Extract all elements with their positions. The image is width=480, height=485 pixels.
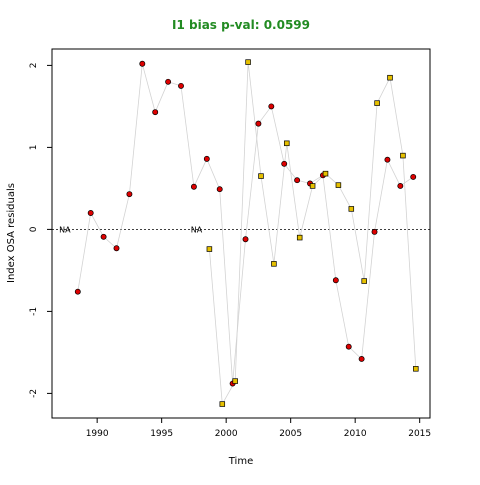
- x-tick-label: 2010: [344, 429, 367, 439]
- series-2-point: [348, 206, 355, 212]
- x-tick-label: 2000: [215, 429, 238, 439]
- series-2-point: [271, 261, 277, 267]
- y-tick-label: 0: [29, 226, 39, 232]
- series-2-point: [284, 140, 290, 147]
- y-axis-label: Index OSA residuals: [6, 183, 17, 283]
- x-tick-label: 1990: [86, 429, 109, 439]
- series-1-point: [384, 156, 391, 163]
- series-2-point: [387, 74, 393, 81]
- series-2-point: [400, 152, 406, 159]
- series-1-point: [255, 120, 262, 127]
- y-tick-label: 1: [29, 145, 39, 151]
- series-1-na-label: NA: [59, 225, 71, 234]
- plot-area: NA NA 1990 1995 2000 2005 2010 2015 -2 -1 0 1 2: [29, 48, 431, 439]
- series-1-point: [113, 245, 120, 252]
- x-tick-label: 1995: [150, 429, 173, 439]
- series-2-point: [361, 278, 367, 284]
- series-2-point: [374, 100, 380, 106]
- series-1-point: [165, 78, 172, 85]
- series-1-point: [371, 228, 378, 235]
- series-2-point: [245, 59, 251, 65]
- series-1-point: [294, 177, 301, 184]
- series-1-line: [77, 63, 414, 384]
- series-1-point: [139, 60, 146, 67]
- series-1-point: [178, 82, 184, 89]
- series-1-point: [126, 191, 133, 198]
- chart-title: I1 bias p-val: 0.0599: [172, 18, 310, 32]
- series-2-line: [209, 62, 417, 406]
- series-1-point: [152, 109, 159, 116]
- series-2-point: [206, 246, 213, 252]
- series-1-point: [332, 277, 339, 284]
- series-1-point: [345, 343, 352, 350]
- series-1-point: [410, 173, 417, 180]
- series-2-point: [219, 401, 226, 407]
- series-1-point: [281, 160, 288, 167]
- series-1-point: [397, 182, 404, 189]
- series-2-point: [309, 183, 316, 189]
- series-2-point: [322, 170, 329, 177]
- series-2-point: [413, 366, 419, 372]
- x-tick-label: 2005: [279, 429, 302, 439]
- series-2-na-label: NA: [191, 225, 203, 234]
- series-1-point: [358, 356, 365, 362]
- series-1-point: [74, 288, 81, 295]
- series-1-point: [100, 233, 107, 240]
- series-1-point: [216, 186, 223, 193]
- series-2-point: [258, 173, 264, 179]
- series-1-point: [203, 155, 210, 162]
- series-1-point: [190, 183, 197, 190]
- series-2-point: [296, 234, 303, 241]
- series-1-point: [87, 210, 94, 216]
- series-1-point: [268, 103, 275, 110]
- x-axis-label: Time: [228, 456, 253, 467]
- plot-frame: [51, 48, 431, 419]
- y-tick-label: -1: [29, 307, 39, 316]
- series-2-point: [335, 182, 342, 188]
- series-2-point: [232, 378, 238, 384]
- series-1-point: [242, 236, 249, 243]
- y-tick-label: 2: [29, 63, 39, 69]
- x-tick-label: 2015: [408, 429, 431, 439]
- y-tick-label: -2: [29, 389, 39, 398]
